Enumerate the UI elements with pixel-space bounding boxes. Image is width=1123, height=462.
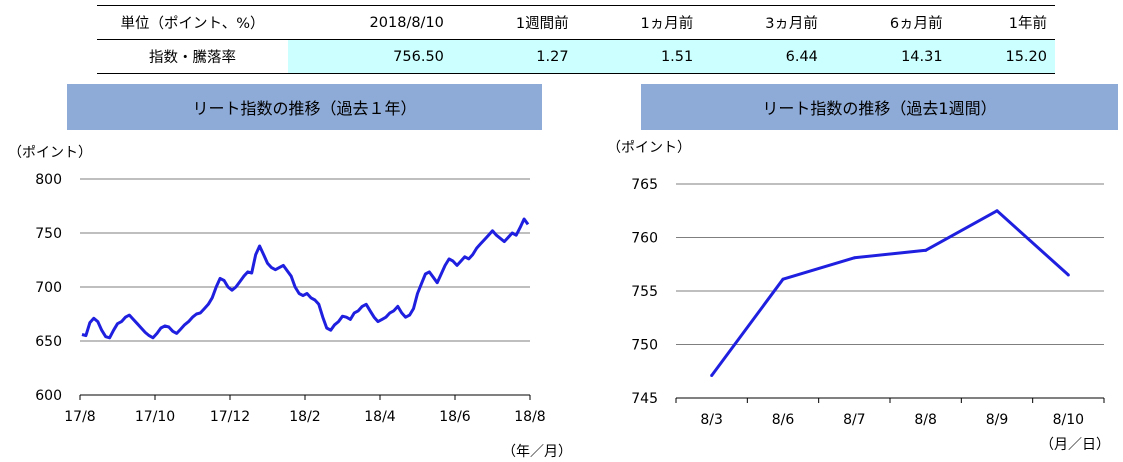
summary-header-1m: 1ヵ月前	[576, 5, 702, 40]
y-tick-right-0: 765	[631, 177, 658, 193]
y-tick-right-1: 760	[631, 231, 658, 247]
y-tick-left-0: 800	[35, 172, 62, 188]
point-8-7	[852, 256, 856, 260]
summary-value-1w: 1.27	[451, 39, 577, 74]
point-8-3	[710, 374, 714, 378]
summary-value-1y: 15.20	[950, 39, 1055, 74]
series-line-one-year	[81, 217, 530, 340]
x-tick-left-4: 18/4	[364, 409, 396, 425]
chart-left-ylabel: （ポイント）	[8, 145, 92, 161]
x-tick-left-1: 17/10	[135, 409, 175, 425]
chart-title-one-week: リート指数の推移（過去1週間）	[641, 84, 1118, 130]
point-8-8	[924, 248, 928, 252]
summary-header-1y: 1年前	[950, 5, 1055, 40]
summary-row-label: 指数・騰落率	[97, 39, 288, 74]
x-tick-left-3: 18/2	[289, 409, 320, 425]
x-tick-right-3: 8/8	[914, 412, 937, 428]
summary-header-1w: 1週間前	[451, 5, 577, 40]
summary-value-1m: 1.51	[576, 39, 702, 74]
summary-table: 単位（ポイント、%） 2018/8/10 1週間前 1ヵ月前 3ヵ月前 6ヵ月前…	[97, 5, 1055, 74]
y-tick-left-3: 650	[35, 334, 62, 350]
summary-header-3m: 3ヵ月前	[701, 5, 826, 40]
x-tick-left-5: 18/6	[439, 409, 471, 425]
summary-header-unit: 単位（ポイント、%）	[97, 5, 288, 40]
x-tick-right-4: 8/9	[986, 412, 1009, 428]
x-tick-right-0: 8/3	[700, 412, 723, 428]
y-tick-left-2: 700	[35, 280, 62, 296]
summary-header-6m: 6ヵ月前	[825, 5, 951, 40]
y-tick-right-2: 755	[631, 284, 658, 300]
summary-value-index: 756.50	[288, 39, 452, 74]
chart-right-xlabel: （月／日）	[1040, 437, 1110, 453]
point-8-6	[781, 277, 785, 281]
x-tick-right-1: 8/6	[772, 412, 795, 428]
y-tick-left-1: 750	[35, 226, 62, 242]
summary-value-6m: 14.31	[825, 39, 951, 74]
x-tick-left-2: 17/12	[210, 409, 250, 425]
point-8-9	[995, 209, 999, 213]
x-tick-right-5: 8/10	[1053, 412, 1084, 428]
chart-right-ylabel: （ポイント）	[607, 140, 691, 156]
summary-value-3m: 6.44	[701, 39, 826, 74]
chart-title-one-year: リート指数の推移（過去１年）	[67, 84, 542, 130]
series-line-one-week	[710, 209, 1070, 377]
summary-values-row: 指数・騰落率 756.50 1.27 1.51 6.44 14.31 15.20	[97, 39, 1055, 74]
summary-header-row: 単位（ポイント、%） 2018/8/10 1週間前 1ヵ月前 3ヵ月前 6ヵ月前…	[97, 5, 1055, 40]
x-tick-right-2: 8/7	[843, 412, 866, 428]
x-tick-left-0: 17/8	[64, 409, 95, 425]
point-8-10	[1066, 273, 1070, 277]
chart-one-week: （ポイント） （月／日） 765 760 755 750 745 8/3 8/6 8/7 8/8…	[607, 140, 1110, 453]
x-tick-left-6: 18/8	[514, 409, 545, 425]
chart-left-xlabel: （年／月）	[502, 444, 572, 460]
summary-header-date: 2018/8/10	[288, 5, 452, 40]
y-tick-right-4: 745	[631, 391, 658, 407]
y-tick-left-4: 600	[35, 388, 62, 404]
y-tick-right-3: 750	[631, 338, 658, 354]
